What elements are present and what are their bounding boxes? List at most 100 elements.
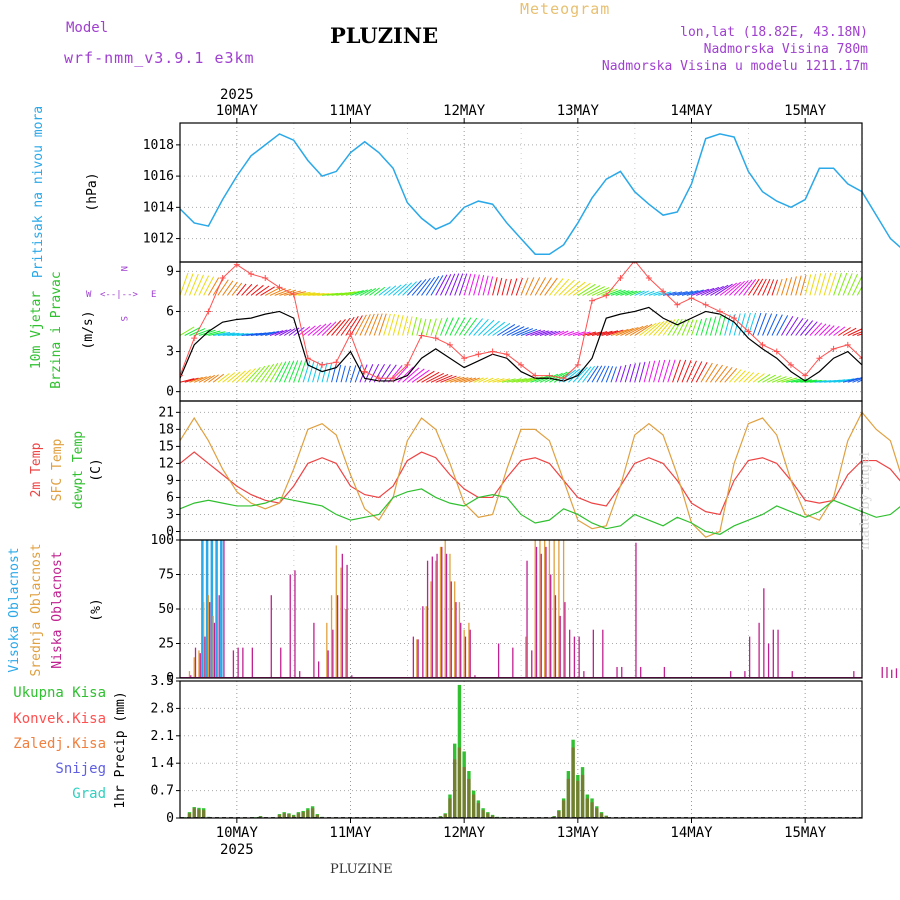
wind-arrow xyxy=(733,313,741,336)
coords-text: lon,lat (18.82E, 43.18N) xyxy=(680,25,868,40)
footer-station: PLUZINE xyxy=(330,862,393,877)
wind-gust-point xyxy=(674,301,681,308)
wind-arrow xyxy=(468,377,480,383)
wind-arrow xyxy=(406,280,422,296)
wind-arrow xyxy=(468,318,484,336)
wind-arrow xyxy=(245,284,259,296)
wind-arrow xyxy=(648,360,656,383)
sfc-temp-line xyxy=(179,411,900,538)
wind-arrow xyxy=(501,278,507,296)
wind-arrow xyxy=(416,317,422,336)
compass-s: S xyxy=(118,316,128,321)
wind-arrow xyxy=(833,378,850,383)
wind-arrow xyxy=(781,377,798,383)
wind-arrow xyxy=(506,378,522,383)
precip-strat-bar xyxy=(296,813,301,818)
wind-arrow xyxy=(340,291,356,296)
wind-gust-point xyxy=(759,341,766,348)
wind-arrow xyxy=(208,374,219,383)
wind-arrow xyxy=(269,362,283,383)
temp2m-line xyxy=(179,451,900,516)
wind-arrow xyxy=(672,291,688,296)
wind-gust-point xyxy=(319,361,326,368)
cloud-ylabel-c: Niska Oblacnost xyxy=(50,551,65,668)
wind-arrow xyxy=(497,323,516,336)
wind-arrow xyxy=(383,364,397,383)
wind-arrow xyxy=(387,314,396,336)
temp-ylabel-c: dewpt Temp xyxy=(71,431,86,509)
wind-arrow xyxy=(748,372,760,383)
precip-strat-bar xyxy=(580,774,585,818)
wind-arrow xyxy=(454,317,466,336)
wind-arrow xyxy=(189,273,199,296)
wind-arrow xyxy=(790,276,797,296)
wind-arrow xyxy=(643,361,651,383)
day-label-bottom: 15MAY xyxy=(784,825,827,841)
precip-strat-bar xyxy=(590,802,594,818)
wind-arrow xyxy=(359,288,373,296)
wind-arrow xyxy=(511,278,518,296)
wind-arrow xyxy=(222,332,240,336)
wind-arrow xyxy=(752,373,765,383)
wind-arrow xyxy=(373,286,386,296)
wind-gust-point xyxy=(333,359,340,366)
wind-arrow xyxy=(672,318,683,336)
wind-arrow xyxy=(691,361,703,383)
wind-arrow xyxy=(279,289,297,296)
wind-arrow xyxy=(615,327,634,336)
ytick-label-temperature: 6 xyxy=(166,490,174,505)
wind-arrow xyxy=(667,359,676,383)
precip-strat-bar xyxy=(576,780,580,818)
wind-arrow xyxy=(194,376,207,383)
wind-arrow xyxy=(331,363,337,383)
wind-arrow xyxy=(662,359,671,383)
wind-arrow xyxy=(738,313,746,336)
wind-arrow xyxy=(606,289,622,296)
wind-gust-point xyxy=(716,308,723,315)
precip-strat-bar xyxy=(467,778,471,818)
compass-w: W xyxy=(86,290,92,300)
wind-arrow xyxy=(392,283,407,296)
wind-arrow xyxy=(449,376,465,383)
wind-arrow xyxy=(340,365,346,383)
pressure-line xyxy=(179,133,900,255)
wind-arrow xyxy=(743,279,757,296)
wind-arrow xyxy=(473,274,480,296)
wind-arrow xyxy=(757,278,767,296)
wind-arrow xyxy=(180,272,189,296)
wind-arrow xyxy=(487,321,506,336)
wind-arrow xyxy=(553,278,570,296)
wind-arrow xyxy=(525,329,542,336)
ytick-label-precipitation: 3.5 xyxy=(151,674,174,689)
wind-arrow xyxy=(747,278,760,296)
wind-gust-point xyxy=(180,372,183,379)
ytick-label-clouds: 100 xyxy=(151,533,174,548)
wind-arrow xyxy=(255,364,270,383)
wind-arrow xyxy=(596,365,606,383)
wind-arrow xyxy=(416,277,431,296)
wind-arrow xyxy=(648,320,665,336)
wind-arrow xyxy=(265,330,280,336)
wind-arrow xyxy=(212,373,225,383)
wind-gust-point xyxy=(248,271,255,278)
wind-arrow xyxy=(681,290,699,296)
wind-gust-point xyxy=(304,355,311,362)
wind-arrow xyxy=(269,330,284,336)
wind-arrow xyxy=(719,314,726,336)
compass-arrows: <--|--> xyxy=(100,290,139,300)
wind-gust-point xyxy=(191,335,198,342)
ytick-label-wind: 3 xyxy=(166,345,174,360)
wind-arrow xyxy=(762,374,776,383)
wind-arrow xyxy=(194,328,211,336)
wind-arrow xyxy=(231,370,246,383)
wind-arrow xyxy=(709,316,717,336)
wind-arrow xyxy=(297,360,307,383)
wind-arrow xyxy=(530,375,549,383)
wind-arrow xyxy=(207,277,220,296)
wind-arrow xyxy=(733,370,746,383)
wind-arrow xyxy=(586,365,599,383)
wind-gust-point xyxy=(276,284,283,291)
wind-arrow xyxy=(421,276,436,296)
wind-arrow xyxy=(482,275,489,296)
wind-arrow xyxy=(288,360,299,383)
